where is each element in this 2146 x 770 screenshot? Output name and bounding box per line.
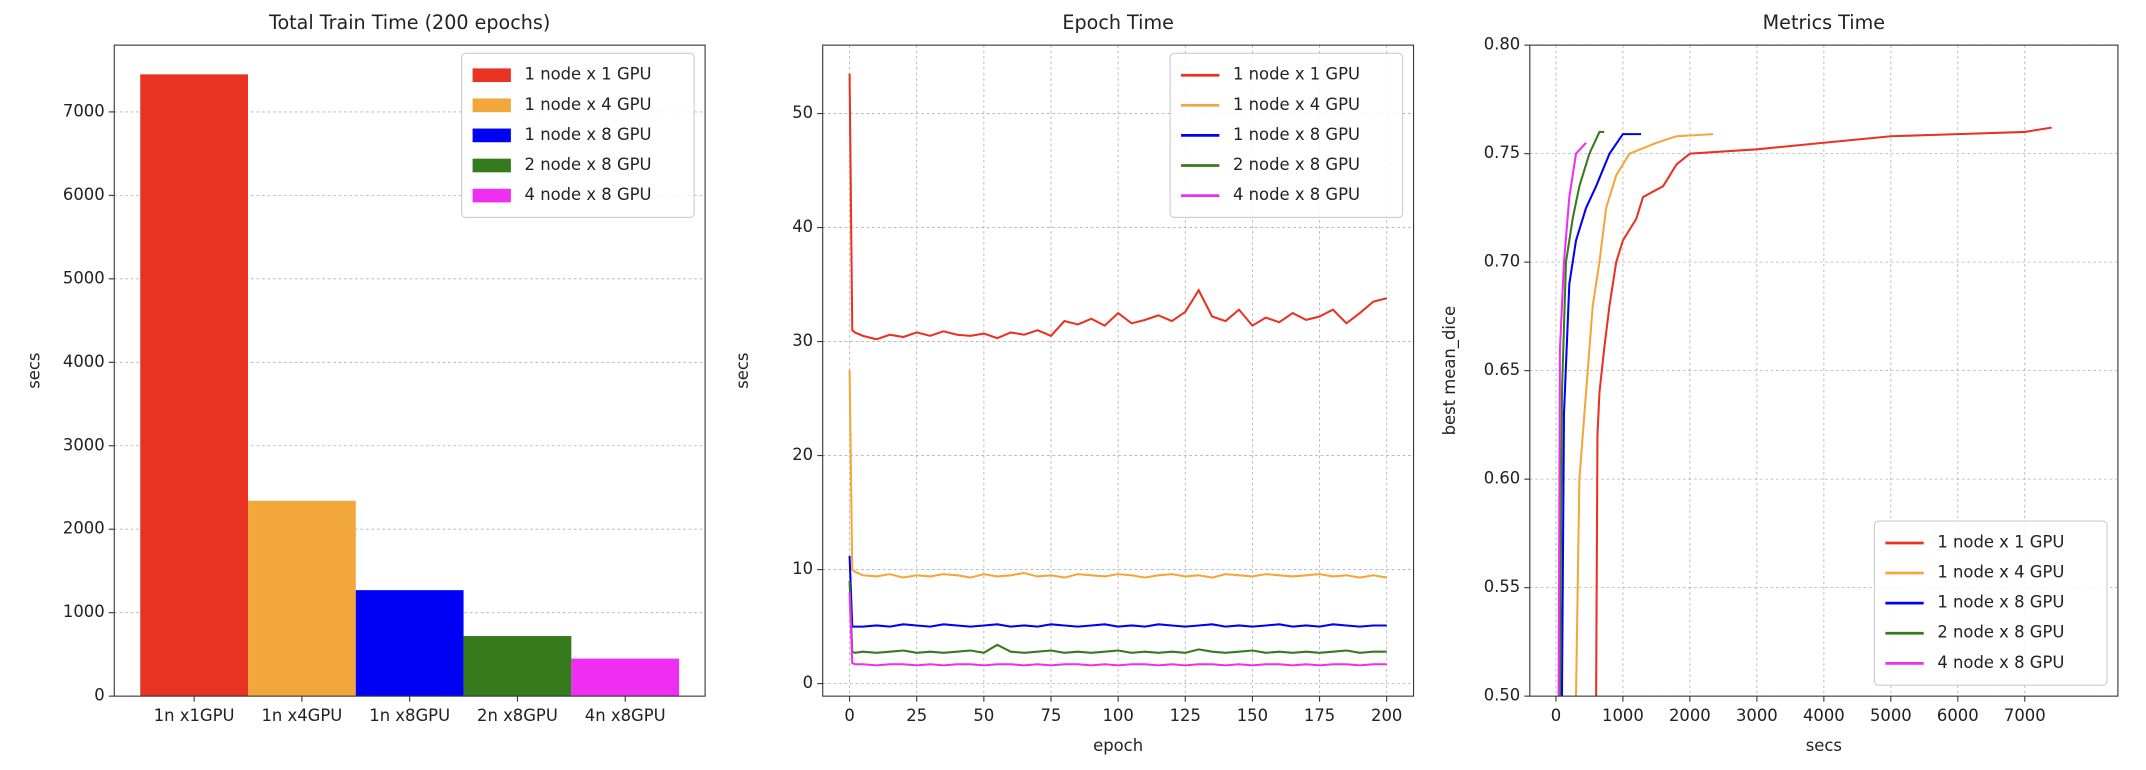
- legend-label: 1 node x 4 GPU: [1233, 95, 1360, 114]
- legend: 1 node x 1 GPU 1 node x 4 GPU 1 node x 8 G…: [1873, 520, 2108, 686]
- chart-title: Total Train Time (200 epochs): [268, 11, 550, 34]
- legend-label: 1 node x 8 GPU: [1937, 593, 2064, 612]
- x-tick-label: 125: [1170, 706, 1201, 725]
- legend-label: 4 node x 8 GPU: [525, 185, 652, 204]
- axes-frame: [1529, 44, 2119, 697]
- x-tick-label: 100: [1102, 706, 1133, 725]
- chart-title: Epoch Time: [1062, 11, 1173, 34]
- y-tick-label: 6000: [63, 185, 105, 204]
- y-tick-label: 0.80: [1484, 35, 1521, 54]
- y-tick-label: 10: [792, 559, 813, 578]
- legend-label: 2 node x 8 GPU: [525, 155, 652, 174]
- x-tick-label: 75: [1041, 706, 1062, 725]
- legend-label: 1 node x 1 GPU: [525, 65, 652, 84]
- line-series: [1560, 133, 1641, 697]
- x-tick-label: 1n x8GPU: [369, 706, 450, 725]
- y-axis-label: secs: [24, 353, 43, 389]
- y-tick-label: 0.70: [1484, 252, 1521, 271]
- bar: [355, 590, 464, 697]
- x-tick-label: 25: [906, 706, 927, 725]
- line-series: [1558, 130, 1605, 697]
- legend-label: 1 node x 8 GPU: [525, 125, 652, 144]
- legend: 1 node x 1 GPU 1 node x 4 GPU 1 node x 8 G…: [1169, 52, 1404, 219]
- line-series: [1574, 133, 1714, 697]
- x-tick-label: 6000: [1937, 706, 1979, 725]
- x-tick-label: 4n x8GPU: [585, 706, 666, 725]
- y-tick-label: 0: [803, 673, 813, 692]
- line-series: [848, 370, 1387, 579]
- legend-label: 1 node x 1 GPU: [1937, 532, 2064, 551]
- x-tick-label: 1n x4GPU: [261, 706, 342, 725]
- axes-frame: [822, 44, 1415, 697]
- line-series: [848, 592, 1387, 667]
- y-tick-label: 20: [792, 445, 813, 464]
- bar: [140, 74, 249, 697]
- x-tick-label: 4000: [1803, 706, 1845, 725]
- legend-label: 4 node x 8 GPU: [1937, 653, 2064, 672]
- y-tick-label: 0.65: [1484, 360, 1521, 379]
- x-tick-label: 7000: [2004, 706, 2046, 725]
- y-tick-label: 40: [792, 217, 813, 236]
- bar: [571, 658, 680, 697]
- y-tick-label: 50: [792, 103, 813, 122]
- x-tick-label: 200: [1371, 706, 1402, 725]
- bar: [248, 500, 356, 697]
- chart-title: Metrics Time: [1763, 11, 1885, 34]
- legend-label: 1 node x 8 GPU: [1233, 125, 1360, 144]
- y-tick-label: 5000: [63, 268, 105, 287]
- legend-box: [1169, 52, 1404, 219]
- legend-swatch: [472, 68, 511, 83]
- line-series: [848, 580, 1387, 654]
- legend-box: [461, 52, 695, 219]
- x-tick-label: 0: [844, 706, 854, 725]
- y-tick-label: 0.75: [1484, 143, 1521, 162]
- legend-label: 1 node x 4 GPU: [525, 95, 652, 114]
- line-series: [848, 73, 1387, 341]
- x-tick-label: 150: [1237, 706, 1268, 725]
- y-tick-label: 0.50: [1484, 686, 1521, 705]
- y-tick-label: 4000: [63, 352, 105, 371]
- x-tick-label: 50: [973, 706, 994, 725]
- x-tick-label: 1000: [1602, 706, 1644, 725]
- legend: 1 node x 1 GPU 1 node x 4 GPU 1 node x 8 G…: [461, 52, 695, 219]
- x-axis-label: epoch: [1093, 736, 1143, 755]
- bar: [463, 636, 572, 697]
- legend-label: 2 node x 8 GPU: [1233, 155, 1360, 174]
- y-tick-label: 0.60: [1484, 469, 1521, 488]
- y-tick-label: 3000: [63, 435, 105, 454]
- legend-box: [1873, 520, 2108, 686]
- x-tick-label: 175: [1304, 706, 1335, 725]
- x-tick-label: 2000: [1669, 706, 1711, 725]
- y-tick-label: 0: [94, 686, 104, 705]
- legend-swatch: [472, 128, 511, 143]
- y-tick-label: 1000: [63, 602, 105, 621]
- legend-label: 1 node x 4 GPU: [1937, 563, 2064, 582]
- y-tick-label: 0.55: [1484, 577, 1521, 596]
- legend-label: 1 node x 1 GPU: [1233, 65, 1360, 84]
- legend-swatch: [472, 158, 511, 173]
- legend-swatch: [472, 188, 511, 203]
- axes-frame: [113, 44, 706, 697]
- y-tick-label: 7000: [63, 101, 105, 120]
- chart-panel: Epoch Time secs epoch 0 10 20 30 40 50 0 25 50 75 100…: [733, 11, 1415, 755]
- y-axis-label: best mean_dice: [1440, 306, 1460, 436]
- x-tick-label: 5000: [1870, 706, 1912, 725]
- x-tick-label: 0: [1551, 706, 1561, 725]
- line-series: [848, 555, 1387, 628]
- legend-swatch: [472, 98, 511, 113]
- line-series: [1557, 142, 1587, 697]
- x-axis-label: secs: [1806, 736, 1842, 755]
- line-series: [1595, 126, 2052, 697]
- x-tick-label: 3000: [1736, 706, 1778, 725]
- x-tick-label: 2n x8GPU: [477, 706, 558, 725]
- legend-label: 4 node x 8 GPU: [1233, 185, 1360, 204]
- y-axis-label: secs: [733, 353, 752, 389]
- chart-panel: Total Train Time (200 epochs) secs 0 1000 20…: [24, 11, 706, 725]
- y-tick-label: 2000: [63, 519, 105, 538]
- x-tick-label: 1n x1GPU: [154, 706, 235, 725]
- y-tick-label: 30: [792, 331, 813, 350]
- legend-label: 2 node x 8 GPU: [1937, 623, 2064, 642]
